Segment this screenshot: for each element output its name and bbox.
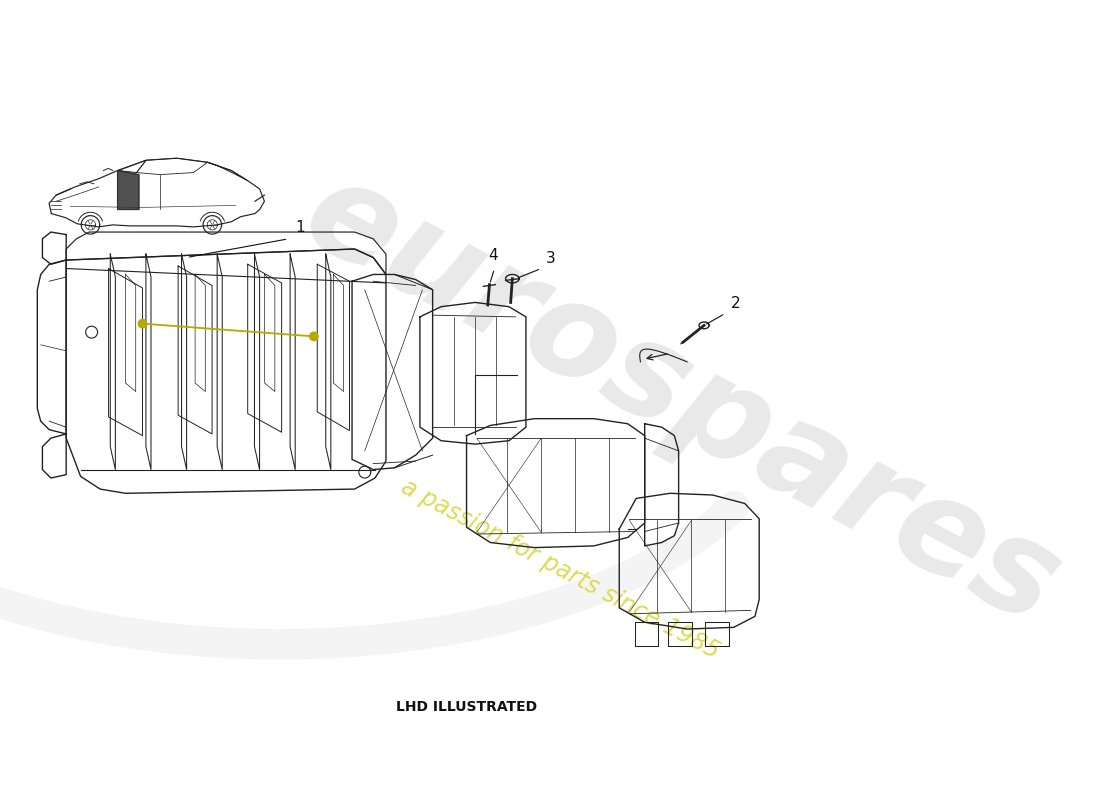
Text: LHD ILLUSTRATED: LHD ILLUSTRATED bbox=[396, 700, 537, 714]
Text: 4: 4 bbox=[488, 247, 498, 262]
Text: 3: 3 bbox=[547, 251, 556, 266]
Text: 1: 1 bbox=[295, 221, 305, 235]
Polygon shape bbox=[139, 319, 146, 328]
Polygon shape bbox=[310, 332, 318, 341]
Text: a passion for parts since 1985: a passion for parts since 1985 bbox=[397, 475, 723, 664]
Text: 2: 2 bbox=[732, 296, 740, 311]
Polygon shape bbox=[118, 170, 139, 210]
Text: eurospares: eurospares bbox=[283, 148, 1079, 652]
